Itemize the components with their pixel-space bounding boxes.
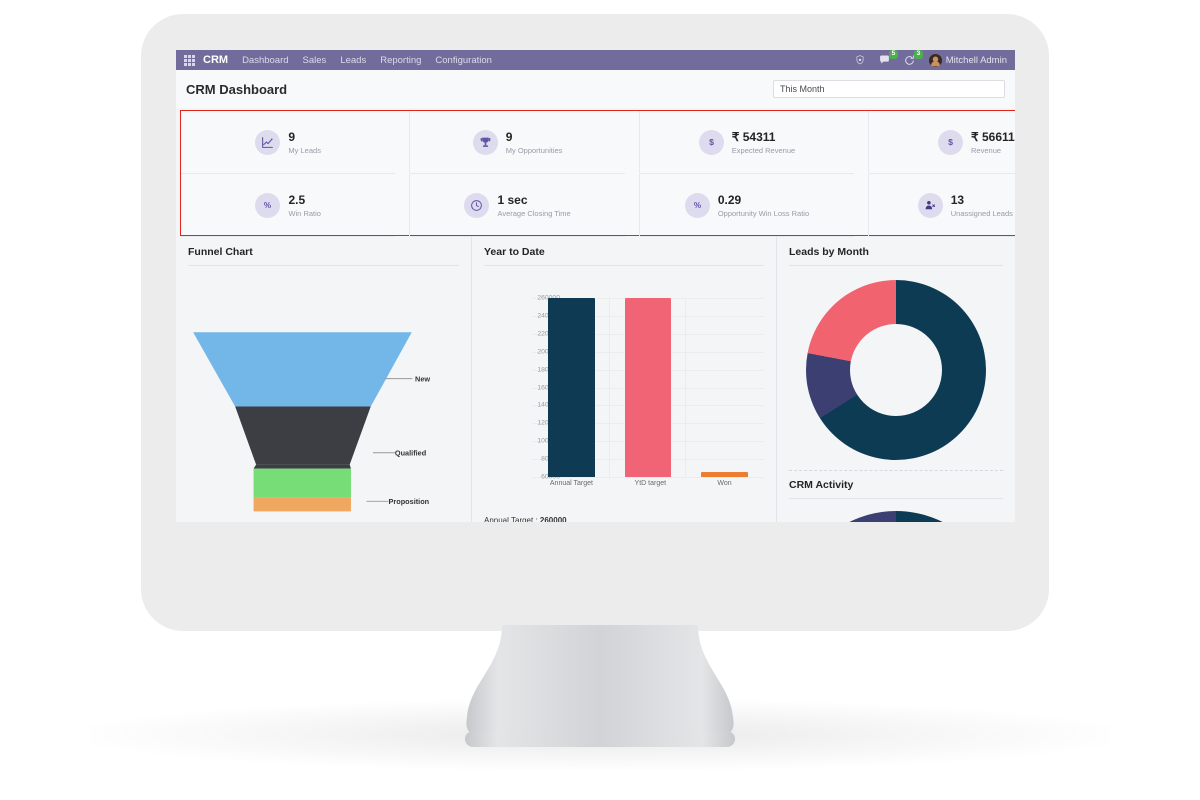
svg-text:$: $ (709, 137, 714, 147)
svg-text:$: $ (948, 137, 953, 147)
svg-text:Qualified: Qualified (395, 449, 426, 458)
svg-text:New: New (415, 374, 430, 383)
svg-text:Proposition: Proposition (389, 497, 430, 506)
svg-text:%: % (264, 201, 271, 210)
svg-text:%: % (694, 201, 701, 210)
